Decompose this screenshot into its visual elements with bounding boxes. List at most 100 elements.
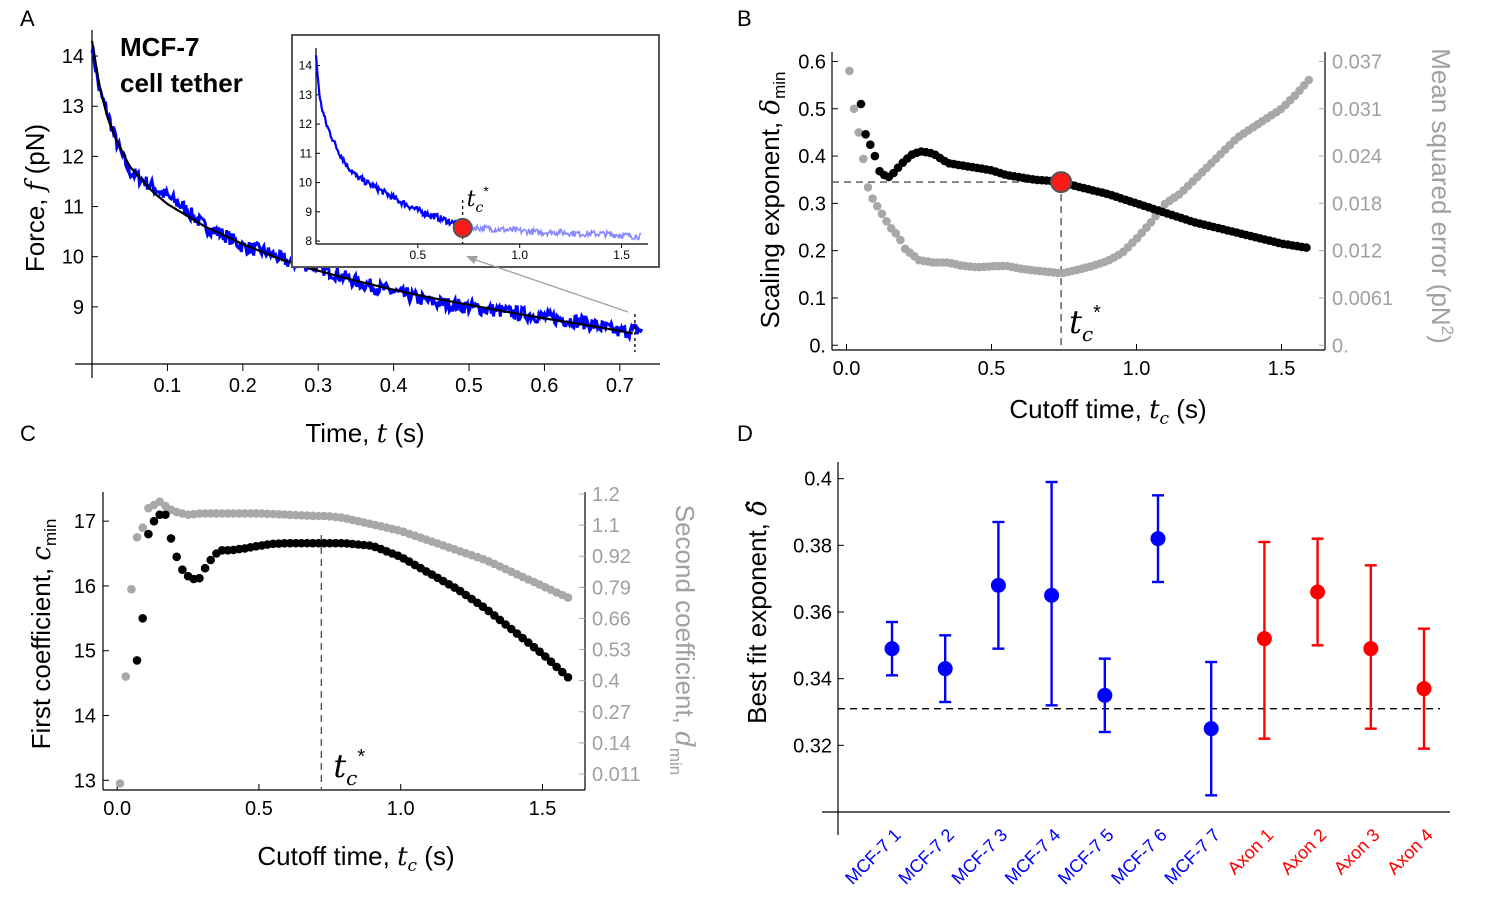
panel-a-y-tick-label: 9 [73, 297, 84, 319]
panel-c-y2-ticks: 0.011 0.14 0.27 0.4 0.53 0.66 0.79 0.92 1.1 1.2 [579, 484, 641, 786]
panel-d-point [884, 641, 900, 657]
panel-d-category-label: MCF-7 2 [894, 825, 958, 889]
panel-b-error-point [868, 194, 877, 203]
panel-c-first-coefficient-point [206, 555, 215, 565]
panel-c-series [115, 497, 573, 788]
panel-c-y2-label: Second coefficient, dmin [666, 505, 700, 776]
panel-a-y-tick-label: 12 [62, 146, 84, 168]
panel-b-exponent-point [870, 151, 880, 161]
panel-b-guides [832, 181, 1062, 350]
panel-b-error-point [891, 229, 901, 238]
panel-c-y-tick-label: 13 [74, 770, 96, 792]
panel-b-y-label-var: δ [756, 99, 786, 115]
panel-a-y-label: Force, f (pN) [20, 124, 51, 272]
panel-b-y-label-sub: min [770, 71, 789, 98]
panel-c-first-coefficient-point [541, 652, 550, 661]
panel-c-x-label: Cutoff time, tc (s) [257, 841, 454, 876]
panel-b-exponent-point [861, 130, 870, 139]
panel-b-highlight-sub: c [1082, 322, 1093, 346]
panel-a-x-label-text: Time, [305, 418, 369, 448]
inset-series [314, 55, 642, 241]
panel-c-first-coefficient-point [200, 563, 210, 573]
panel-c-y-tick-label: 17 [74, 511, 96, 533]
panel-d-point [1416, 681, 1432, 697]
panel-a-inset: 0.5 1.0 1.5 8 9 10 11 12 13 14 tc* [291, 34, 660, 268]
inset-x-tick-label: 0.5 [410, 248, 427, 262]
panel-b-y-tick-label: 0.3 [798, 193, 826, 215]
panel-b-y-tick-label: 0.5 [798, 99, 826, 121]
panel-c-y-ticks: 13 14 15 16 17 [74, 511, 109, 792]
panel-d-category-label: MCF-7 3 [948, 825, 1012, 889]
panel-d-category-label: MCF-7 1 [841, 825, 905, 889]
panel-c-x-tick-label: 0.5 [245, 798, 273, 820]
panel-c-second-coefficient-point [563, 593, 573, 602]
inset-highlight-sup: * [483, 183, 489, 199]
panel-b-x-tick-label: 1.5 [1268, 358, 1296, 380]
panel-b-error-point [872, 201, 882, 211]
inset-y-tick-label: 14 [299, 59, 313, 73]
panel-c-x-tick-label: 1.5 [529, 798, 557, 820]
panel-c-x-label-var: t [397, 842, 408, 872]
panel-b-y2-label: Mean squared error (pN2) [1426, 48, 1457, 344]
panel-b-y2-tick-label: 0.037 [1332, 51, 1382, 73]
panel-c-first-coefficient-point [132, 656, 142, 665]
panel-d-y-ticks: 0.32 0.34 0.36 0.38 0.4 [793, 469, 844, 757]
panel-d-category-label: MCF-7 5 [1054, 825, 1118, 889]
inset-connector-line [469, 257, 629, 313]
panel-b-highlight-label: tc* [1069, 302, 1101, 346]
panel-b-x-tick-label: 1.0 [1123, 358, 1151, 380]
panel-c-first-coefficient-point [507, 624, 516, 634]
panel-c-y-tick-label: 16 [74, 576, 96, 598]
panel-b-y-ticks: 0. 0.1 0.2 0.3 0.4 0.5 0.6 [798, 51, 838, 357]
panel-a-y-label-var: f [21, 177, 51, 193]
panel-c-y2-tick-label: 0.53 [592, 640, 631, 662]
panel-b-exponent-point [856, 99, 866, 109]
panel-c-y2-tick-label: 0.79 [592, 577, 631, 599]
panel-c-first-coefficient-point [149, 516, 159, 526]
panel-b-exponent-point [1302, 243, 1311, 252]
panel-d-category-label: MCF-7 6 [1107, 825, 1171, 889]
panel-c-first-coefficient-point [172, 552, 181, 562]
panel-c-first-coefficient-point [546, 657, 556, 666]
panel-a-x-tick-label: 0.2 [229, 375, 257, 397]
panel-b-series [845, 66, 1314, 278]
panel-b-y-tick-label: 0.6 [798, 51, 826, 73]
panel-label-d: D [737, 421, 753, 446]
panel-d-marks [884, 480, 1432, 797]
panel-c-y2-tick-label: 0.66 [592, 608, 631, 630]
panel-c-x-tick-label: 1.0 [387, 798, 415, 820]
panel-b-error-point [859, 154, 868, 164]
panel-b-y2-tick-label: 0.018 [1332, 193, 1382, 215]
panel-b-x-tick-label: 0.0 [833, 358, 861, 380]
panel-c-y-tick-label: 15 [74, 641, 96, 663]
panel-b-y2-tick-label: 0.024 [1332, 146, 1382, 168]
panel-a: A 0.1 0.2 0.3 0.4 0.5 0.6 0.7 9 10 11 12 13 14 MCF-… [20, 6, 660, 449]
panel-a-y-tick-label: 10 [62, 247, 84, 269]
panel-b: B 0.0 0.5 1.0 1.5 0.0.10.20.30.40.50.6 0.0.… [737, 6, 1457, 429]
panel-b-error-point [854, 128, 863, 137]
panel-c-y-label-sub: min [41, 519, 60, 546]
inset-y-ticks: 8 9 10 11 12 13 14 [299, 59, 320, 248]
panel-d-point [1256, 631, 1272, 647]
panel-a-annotation-1: MCF-7 [120, 32, 199, 62]
panel-c-second-coefficient-point [138, 523, 147, 532]
panel-c-x-label-sub: c [408, 856, 418, 876]
panel-c-y2-tick-label: 0.27 [592, 702, 631, 724]
panel-b-exponent-point [866, 140, 875, 149]
panel-b-error-point [863, 183, 873, 192]
panel-b-y2-tick-label: 0.012 [1332, 241, 1382, 263]
panel-b-y2-label-text: Mean squared error (pN [1426, 48, 1456, 325]
panel-d-y-label: Best fit exponent, δ̂ [742, 500, 773, 724]
panel-b-x-tick-label: 0.5 [978, 358, 1006, 380]
panel-b-x-ticks: 0.0 0.5 1.0 1.5 [833, 344, 1296, 380]
panel-d-y-label-text: Best fit exponent, [742, 523, 772, 724]
panel-d-point [1363, 641, 1379, 657]
panel-d-category-label: Axon 2 [1277, 825, 1331, 879]
inset-x-ticks: 0.5 1.0 1.5 [410, 244, 630, 262]
panel-b-error-point [845, 66, 854, 76]
panel-c-first-coefficient-point [144, 529, 153, 539]
panel-c-first-coefficient-point [558, 667, 567, 677]
panel-a-x-label: Time, t (s) [305, 418, 424, 449]
